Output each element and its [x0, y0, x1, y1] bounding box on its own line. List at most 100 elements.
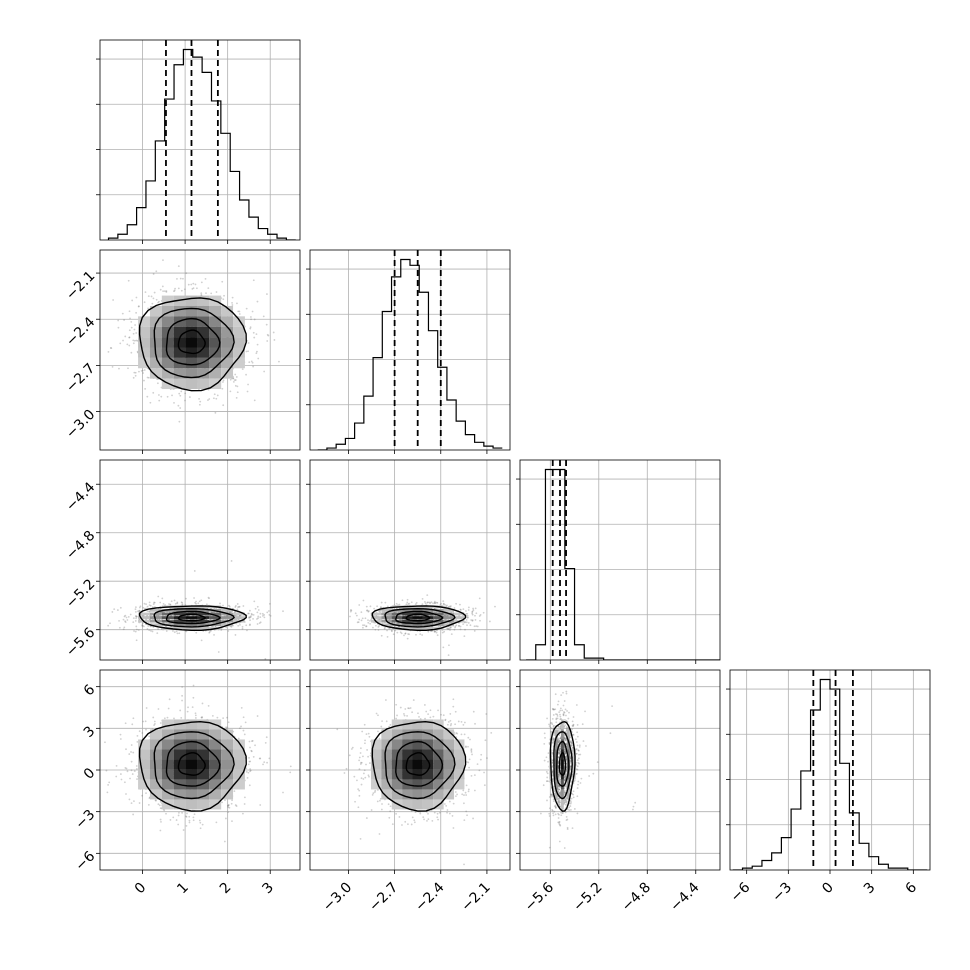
- sample-point: [143, 301, 146, 304]
- sample-point: [86, 345, 88, 347]
- sample-point: [242, 812, 244, 815]
- sample-point: [259, 616, 262, 619]
- sample-point: [272, 331, 275, 334]
- sample-point: [226, 726, 229, 729]
- sample-point: [147, 307, 150, 310]
- sample-point: [130, 326, 133, 329]
- sample-point: [234, 604, 237, 607]
- contour-level: [405, 613, 431, 622]
- sample-point: [130, 320, 133, 323]
- sample-point: [215, 397, 218, 400]
- density-cell: [381, 616, 392, 619]
- sample-point: [400, 632, 403, 635]
- sample-point: [130, 751, 132, 753]
- sample-point: [369, 605, 372, 608]
- sample-point: [282, 610, 284, 613]
- sample-point: [128, 336, 131, 339]
- sample-point: [465, 618, 468, 621]
- sample-point: [135, 606, 137, 609]
- sample-point: [176, 602, 179, 605]
- sample-point: [142, 606, 145, 609]
- sample-point: [404, 632, 407, 635]
- sample-point: [236, 385, 239, 388]
- density-cell: [233, 357, 245, 369]
- sample-point: [222, 604, 224, 607]
- sample-point: [107, 784, 109, 786]
- sample-point: [134, 611, 137, 613]
- sample-point: [165, 630, 168, 632]
- sample-point: [369, 620, 371, 622]
- density-cell: [370, 616, 382, 619]
- sample-point: [278, 360, 280, 363]
- sample-point: [149, 401, 152, 404]
- sample-point: [234, 804, 237, 806]
- sample-point: [192, 282, 195, 285]
- sample-point: [244, 721, 247, 724]
- sample-point: [136, 610, 139, 613]
- density-cell: [173, 326, 186, 338]
- density-cell: [402, 612, 413, 616]
- sample-point: [111, 365, 114, 368]
- sample-point: [128, 329, 131, 332]
- density-cell: [185, 316, 198, 327]
- sample-point: [233, 790, 236, 792]
- sample-point: [109, 622, 111, 625]
- sample-point: [122, 618, 125, 621]
- sample-point: [151, 606, 154, 609]
- sample-point: [446, 604, 448, 607]
- sample-point: [208, 597, 211, 600]
- histogram-step: [317, 258, 503, 450]
- sample-point: [478, 597, 481, 600]
- sample-point: [134, 608, 137, 611]
- sample-point: [200, 716, 203, 719]
- sample-point: [430, 630, 433, 632]
- sample-point: [150, 295, 153, 298]
- sample-point: [141, 625, 144, 627]
- sample-point: [110, 347, 113, 350]
- sample-point: [248, 616, 251, 619]
- density-cell: [221, 368, 234, 379]
- sample-point: [367, 619, 369, 622]
- sample-point: [230, 625, 233, 628]
- sample-point: [169, 603, 172, 606]
- density-cell: [221, 609, 234, 612]
- sample-point: [229, 390, 232, 393]
- sample-point: [247, 612, 249, 615]
- sample-point: [135, 615, 137, 617]
- sample-point: [117, 319, 120, 322]
- sample-point: [152, 391, 155, 394]
- sample-point: [426, 601, 429, 604]
- sample-point: [467, 609, 470, 611]
- sample-point: [177, 287, 180, 290]
- sample-point: [146, 395, 149, 398]
- sample-point: [195, 602, 197, 605]
- sample-point: [252, 365, 255, 368]
- density-cell: [173, 347, 186, 358]
- sample-point: [173, 401, 175, 404]
- sample-point: [256, 300, 259, 303]
- sample-point: [421, 634, 424, 636]
- sample-point: [132, 813, 135, 816]
- density-cell: [185, 616, 198, 619]
- sample-point: [258, 622, 261, 624]
- sample-point: [222, 298, 225, 301]
- sample-point: [210, 292, 213, 295]
- sample-point: [157, 301, 160, 304]
- sample-point: [138, 606, 141, 609]
- sample-point: [245, 373, 247, 376]
- density-cell: [197, 357, 210, 369]
- density-cell: [209, 337, 222, 348]
- sample-point: [266, 293, 268, 295]
- sample-point: [135, 628, 138, 631]
- sample-point: [221, 280, 224, 283]
- sample-point: [144, 387, 147, 390]
- sample-point: [386, 629, 388, 632]
- sample-point: [262, 315, 265, 318]
- sample-point: [356, 621, 359, 624]
- sample-point: [162, 290, 164, 293]
- sample-point: [267, 334, 270, 337]
- sample-point: [362, 626, 364, 629]
- sample-point: [232, 381, 235, 383]
- sample-point: [181, 603, 184, 606]
